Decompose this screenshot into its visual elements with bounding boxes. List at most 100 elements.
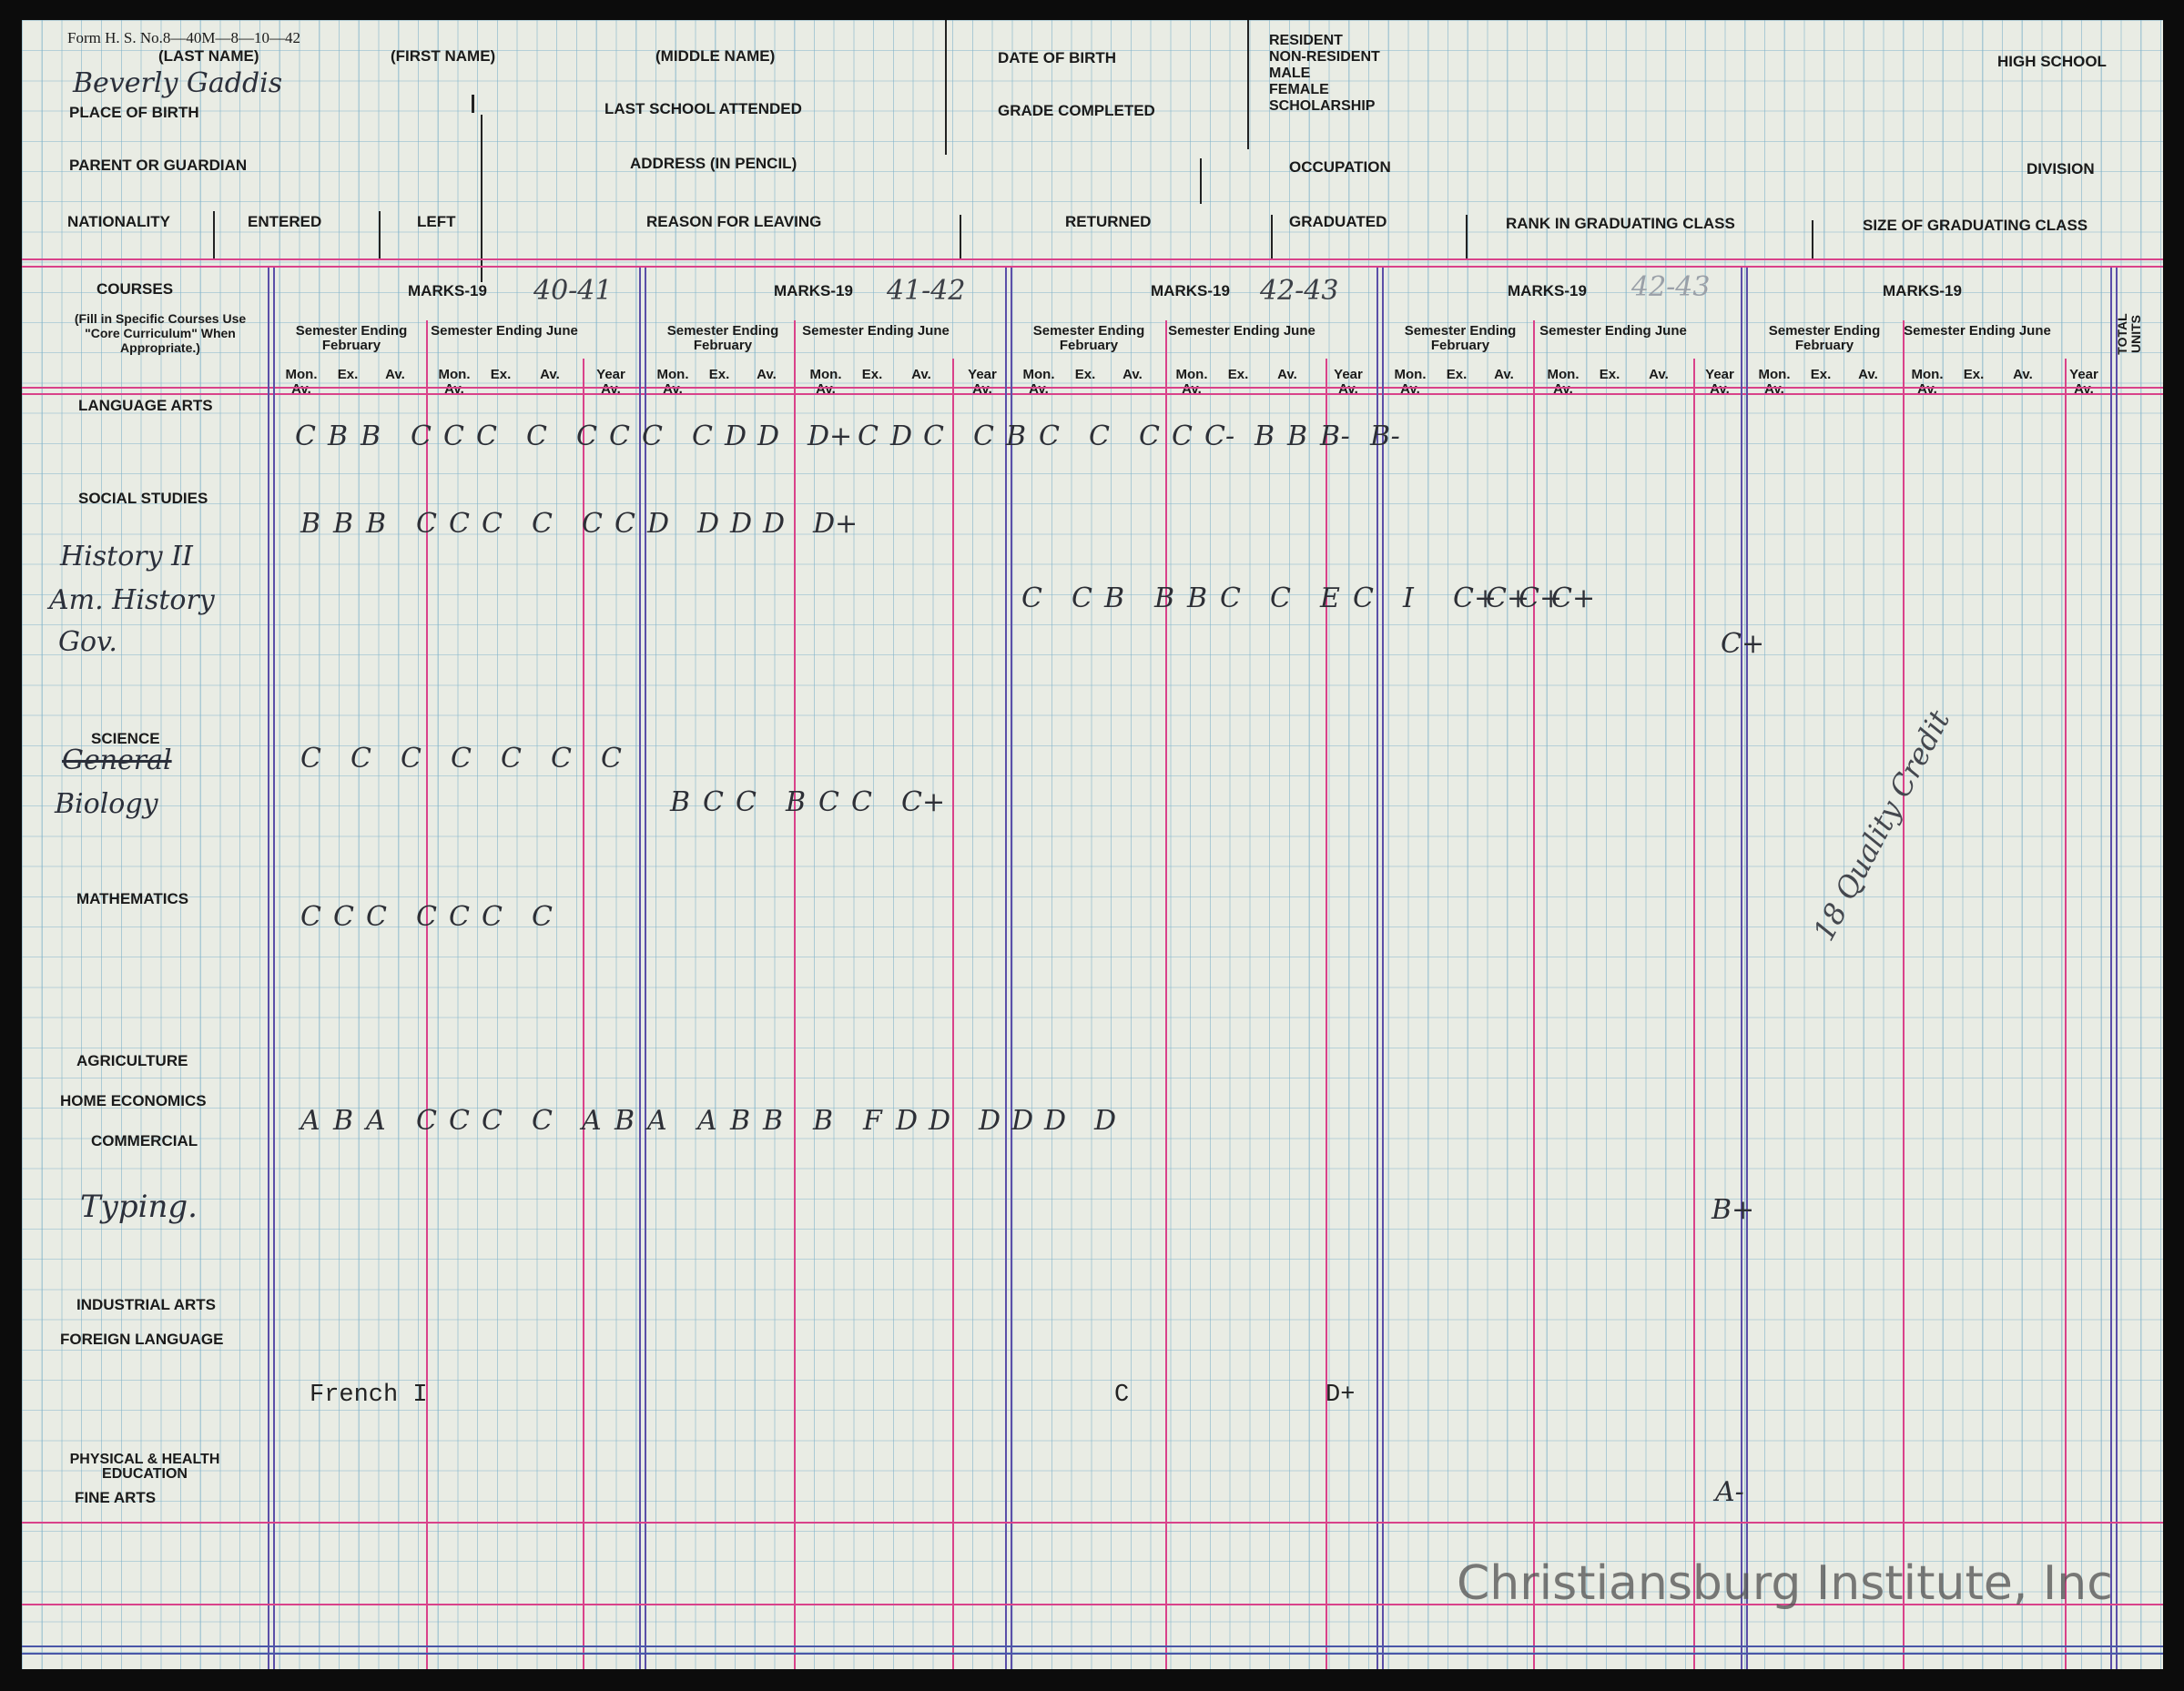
grade-language-arts: C xyxy=(642,420,663,452)
grade-mathematics: C xyxy=(532,901,553,933)
mon-av-header: Mon. Av. xyxy=(1911,367,1944,397)
grade-social-studies: D xyxy=(730,508,753,540)
column-header-rule xyxy=(22,387,2163,389)
french-grade-2: D+ xyxy=(1326,1382,1356,1409)
grade-general-science: C xyxy=(451,743,472,775)
grade-general-science: C xyxy=(350,743,371,775)
high-school-label: HIGH SCHOOL xyxy=(1997,53,2107,70)
grade-home-economics: D xyxy=(929,1105,951,1137)
margin-note: 18 Quality Credit xyxy=(1806,704,1957,947)
grade-mathematics: C xyxy=(416,901,437,933)
grade-home-economics: A xyxy=(300,1105,320,1137)
grade-home-economics: D xyxy=(1044,1105,1067,1137)
grade-am-history: C+ xyxy=(1519,582,1563,614)
grade-home-economics: C xyxy=(482,1105,503,1137)
semester-june-header: Semester Ending June xyxy=(431,323,578,339)
resident-label: RESIDENT xyxy=(1269,33,1343,48)
subject-physical-health: PHYSICAL & HEALTH EDUCATION xyxy=(69,1452,220,1482)
grade-social-studies: D xyxy=(763,508,786,540)
grid-rule xyxy=(1382,268,1384,1669)
header-divider xyxy=(1247,20,1249,149)
grade-home-economics: C xyxy=(416,1105,437,1137)
grade-language-arts: D+ xyxy=(808,420,853,452)
grid-rule xyxy=(1376,268,1378,1669)
non-resident-label: NON-RESIDENT xyxy=(1269,49,1380,65)
grade-home-economics: A xyxy=(366,1105,386,1137)
grade-home-economics: A xyxy=(697,1105,717,1137)
grid-rule xyxy=(1005,268,1007,1669)
ex-header: Ex. xyxy=(490,367,512,382)
semester-rule xyxy=(426,320,428,1669)
header-divider xyxy=(945,20,947,155)
grade-mathematics: C xyxy=(449,901,470,933)
grade-am-history: C+ xyxy=(1453,582,1498,614)
course-french: French I xyxy=(310,1382,428,1409)
grade-social-studies: B xyxy=(333,508,354,540)
grade-language-arts: B xyxy=(1006,420,1027,452)
grade-language-arts: C xyxy=(973,420,994,452)
course-biology: Biology xyxy=(55,788,158,820)
grade-general-science: C xyxy=(401,743,422,775)
grade-social-studies: C xyxy=(532,508,553,540)
watermark: Christiansburg Institute, Inc xyxy=(1457,1556,2113,1611)
grade-language-arts: B xyxy=(328,420,349,452)
year-av-rule xyxy=(583,359,584,1669)
grade-home-economics: D xyxy=(896,1105,919,1137)
grade-home-economics: D xyxy=(1011,1105,1034,1137)
grid-rule xyxy=(2116,268,2118,1669)
courses-note: (Fill in Specific Courses Use "Core Curr… xyxy=(74,311,247,355)
grade-home-economics: B xyxy=(730,1105,751,1137)
grid-rule xyxy=(1746,268,1748,1669)
header-rule xyxy=(22,266,2163,268)
grade-social-studies: C xyxy=(615,508,635,540)
grade-language-arts: C xyxy=(411,420,432,452)
place-of-birth-label: PLACE OF BIRTH xyxy=(69,104,199,121)
grade-mathematics: C xyxy=(366,901,387,933)
mon-av-header: Mon. Av. xyxy=(656,367,689,397)
grade-completed-label: GRADE COMPLETED xyxy=(998,102,1155,119)
entered-label: ENTERED xyxy=(248,213,322,230)
grade-home-economics: D xyxy=(1094,1105,1117,1137)
transcript-card: Form H. S. No.8—40M—8—10—42 (LAST NAME) … xyxy=(22,20,2163,1669)
date-of-birth-label: DATE OF BIRTH xyxy=(998,49,1117,66)
grade-language-arts: B- xyxy=(1370,420,1400,452)
grade-general-science: C xyxy=(551,743,572,775)
grade-language-arts: C xyxy=(609,420,630,452)
header-divider xyxy=(472,95,474,113)
av-header: Av. xyxy=(385,367,405,382)
last-school-label: LAST SCHOOL ATTENDED xyxy=(604,100,802,117)
form-number: Form H. S. No.8—40M—8—10—42 xyxy=(67,29,300,46)
grade-language-arts: C xyxy=(858,420,879,452)
bottom-rule xyxy=(22,1522,2163,1524)
grade-home-economics: D xyxy=(979,1105,1001,1137)
returned-label: RETURNED xyxy=(1065,213,1152,230)
rank-label: RANK IN GRADUATING CLASS xyxy=(1506,215,1735,232)
subject-language-arts: LANGUAGE ARTS xyxy=(78,397,213,414)
grid-rule xyxy=(639,268,641,1669)
french-grade-1: C xyxy=(1114,1382,1130,1409)
header-divider xyxy=(1466,215,1468,258)
semester-june-header: Semester Ending June xyxy=(1168,323,1315,339)
status-options: RESIDENT NON-RESIDENT MALE FEMALE SCHOLA… xyxy=(1269,33,1380,115)
grade-am-history: B xyxy=(1154,582,1175,614)
grade-home-economics: A xyxy=(582,1105,602,1137)
ex-header: Ex. xyxy=(708,367,730,382)
grade-language-arts: C- xyxy=(1204,420,1235,452)
grade-language-arts: C xyxy=(1172,420,1193,452)
mon-av-header: Mon. Av. xyxy=(1758,367,1791,397)
ex-header: Ex. xyxy=(861,367,883,382)
semester-feb-header: Semester Ending February xyxy=(295,323,408,353)
mon-av-header: Mon. Av. xyxy=(1022,367,1055,397)
year-av-rule xyxy=(952,359,954,1669)
course-typing: Typing. xyxy=(80,1189,198,1225)
grade-language-arts: C xyxy=(576,420,597,452)
grade-social-studies: D xyxy=(647,508,670,540)
grade-am-history: C xyxy=(1072,582,1092,614)
grid-rule xyxy=(1741,268,1742,1669)
grade-am-history: C+ xyxy=(1486,582,1530,614)
grade-social-studies: C xyxy=(449,508,470,540)
mon-av-header: Mon. Av. xyxy=(809,367,842,397)
subject-fine-arts: FINE ARTS xyxy=(75,1489,157,1506)
mon-av-header: Mon. Av. xyxy=(1175,367,1208,397)
grade-biology: C xyxy=(818,786,839,818)
